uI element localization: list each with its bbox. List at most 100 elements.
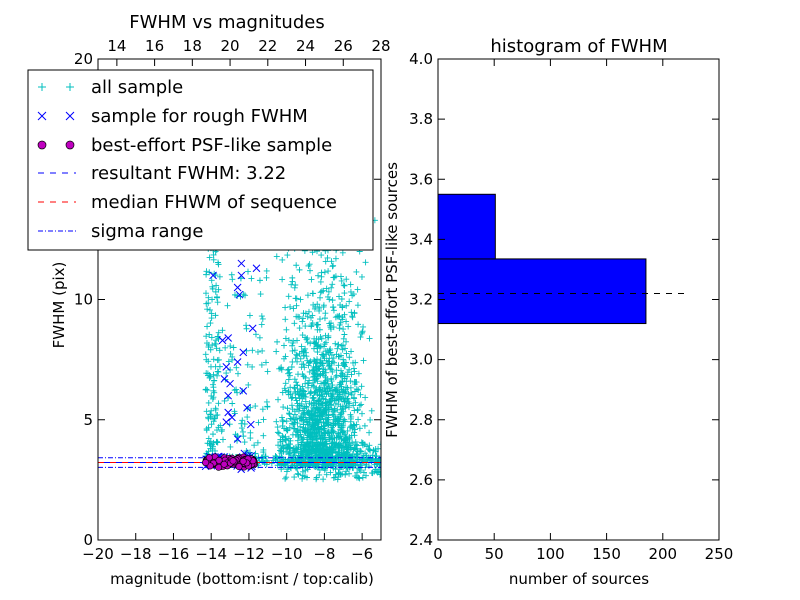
all-sample-point	[324, 416, 331, 423]
all-sample-point	[353, 421, 360, 428]
all-sample-point	[309, 367, 316, 374]
all-sample-point	[338, 342, 345, 349]
all-sample-point	[328, 366, 335, 373]
all-sample-point	[300, 416, 307, 423]
all-sample-point	[366, 429, 373, 436]
all-sample-point	[281, 342, 288, 349]
all-sample-point	[358, 383, 365, 390]
all-sample-point	[317, 343, 324, 350]
scatter-top-tick-label: 14	[107, 37, 126, 55]
all-sample-point	[342, 404, 349, 411]
best-effort-sample-point	[202, 459, 210, 467]
all-sample-point	[324, 429, 331, 436]
all-sample-point	[279, 443, 286, 450]
all-sample-point	[308, 423, 315, 430]
all-sample-point	[351, 368, 358, 375]
all-sample-point	[312, 419, 319, 426]
all-sample-point	[239, 428, 246, 435]
all-sample-point	[286, 411, 293, 418]
legend-entry: best-effort PSF-like sample	[37, 135, 332, 156]
all-sample-point	[216, 347, 223, 354]
all-sample-point	[225, 358, 232, 365]
all-sample-point	[296, 455, 303, 462]
all-sample-point	[282, 380, 289, 387]
all-sample-point	[297, 431, 304, 438]
all-sample-point	[229, 400, 236, 407]
all-sample-point	[279, 256, 286, 263]
all-sample-point	[244, 361, 251, 368]
all-sample-point	[313, 456, 320, 463]
all-sample-point	[328, 360, 335, 367]
all-sample-point	[288, 402, 295, 409]
all-sample-point	[328, 351, 335, 358]
all-sample-point	[308, 401, 315, 408]
all-sample-point	[324, 453, 331, 460]
all-sample-point	[317, 278, 324, 285]
all-sample-point	[208, 421, 215, 428]
all-sample-point	[344, 369, 351, 376]
all-sample-point	[297, 296, 304, 303]
all-sample-point	[328, 393, 335, 400]
all-sample-point	[343, 302, 350, 309]
all-sample-point	[323, 438, 330, 445]
all-sample-point	[340, 386, 347, 393]
all-sample-point	[204, 440, 211, 447]
all-sample-point	[332, 314, 339, 321]
all-sample-point	[293, 351, 300, 358]
all-sample-point	[322, 339, 329, 346]
all-sample-point	[252, 403, 259, 410]
all-sample-point	[359, 329, 366, 336]
all-sample-point	[329, 263, 336, 270]
all-sample-point	[336, 293, 343, 300]
all-sample-point	[334, 388, 341, 395]
all-sample-point	[343, 350, 350, 357]
all-sample-point	[358, 410, 365, 417]
all-sample-point	[213, 412, 220, 419]
all-sample-point	[295, 441, 302, 448]
all-sample-point	[373, 452, 380, 459]
scatter-x-tick-label: −16	[158, 545, 190, 563]
all-sample-point	[316, 326, 323, 333]
scatter-legend: all sample sample for rough FWHM best-effo…	[27, 69, 374, 251]
all-sample-point	[258, 313, 265, 320]
all-sample-point	[294, 388, 301, 395]
all-sample-point	[308, 323, 315, 330]
all-sample-point	[287, 303, 294, 310]
all-sample-point	[317, 404, 324, 411]
all-sample-point	[286, 369, 293, 376]
all-sample-point	[305, 379, 312, 386]
all-sample-point	[355, 370, 362, 377]
histogram-y-tick-label: 3.8	[409, 110, 433, 128]
histogram-y-tick-label: 3.4	[409, 230, 433, 248]
all-sample-point	[353, 473, 360, 480]
all-sample-point	[334, 384, 341, 391]
all-sample-point	[241, 439, 248, 446]
all-sample-point	[274, 338, 281, 345]
all-sample-point	[308, 389, 315, 396]
all-sample-point	[209, 381, 216, 388]
all-sample-point	[318, 388, 325, 395]
all-sample-point	[310, 290, 317, 297]
all-sample-point	[213, 294, 220, 301]
all-sample-point	[283, 474, 290, 481]
all-sample-point	[348, 432, 355, 439]
all-sample-point	[335, 442, 342, 449]
all-sample-point	[300, 439, 307, 446]
all-sample-point	[289, 342, 296, 349]
all-sample-point	[326, 445, 333, 452]
all-sample-point	[344, 395, 351, 402]
all-sample-point	[283, 418, 290, 425]
legend-entry: sample for rough FWHM	[37, 106, 308, 127]
all-sample-point	[289, 431, 296, 438]
scatter-top-tick-label: 26	[334, 37, 353, 55]
histogram-y-tick-label: 4.0	[409, 50, 433, 68]
all-sample-point	[206, 331, 213, 338]
all-sample-point	[275, 430, 282, 437]
all-sample-point	[268, 460, 275, 467]
legend-marker	[66, 83, 74, 91]
scatter-x-tick-label: −12	[233, 545, 265, 563]
all-sample-point	[256, 334, 263, 341]
all-sample-point	[256, 277, 263, 284]
all-sample-point	[343, 276, 350, 283]
all-sample-point	[210, 356, 217, 363]
